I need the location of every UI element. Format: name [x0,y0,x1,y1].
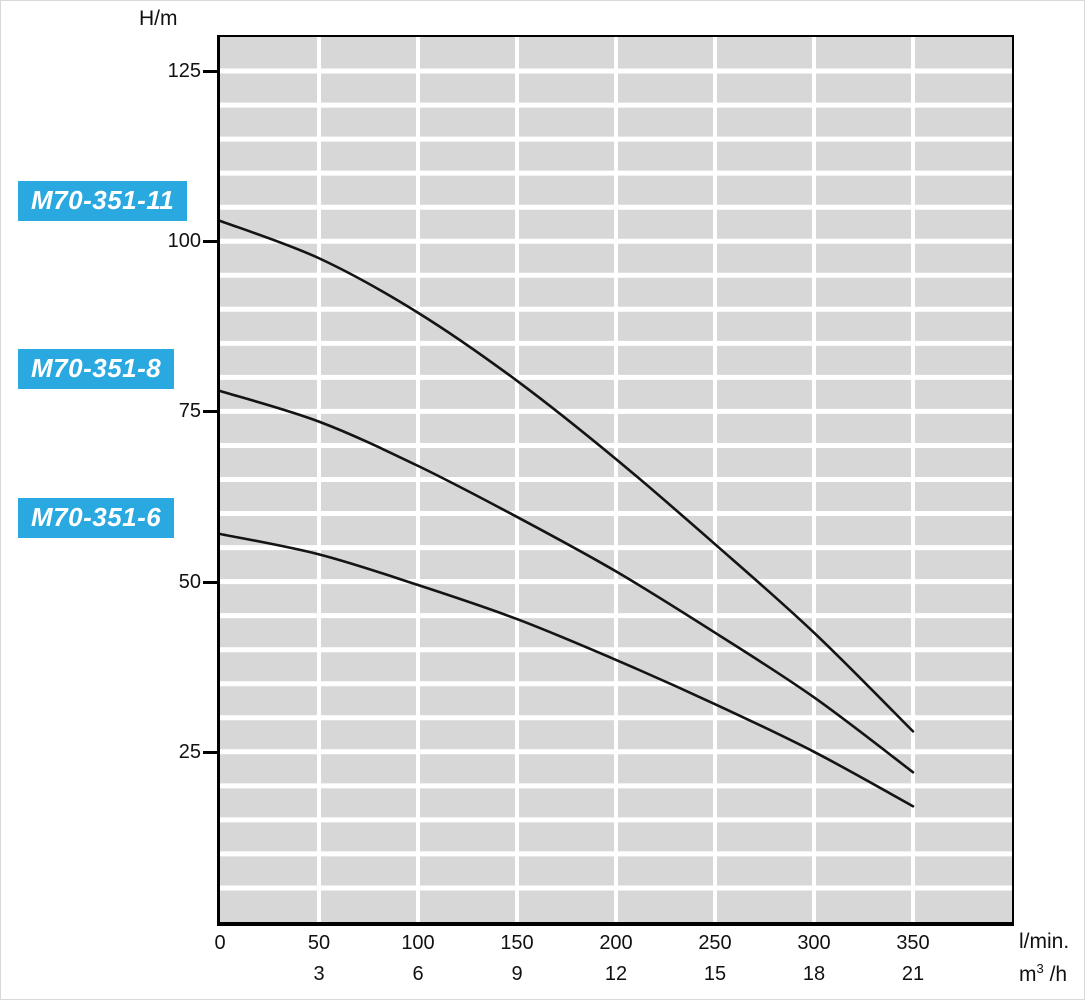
x-axis-unit-lmin: l/min. [1019,930,1070,953]
series-label-m70-351-11: M70-351-11 [18,181,188,221]
curve-m70-351-8 [220,389,915,774]
x-tick-label-lmin: 50 [307,932,331,954]
y-tick-label: 100 [167,230,201,253]
x-tick-label-lmin: 200 [599,932,633,954]
y-tick-mark [203,240,220,244]
plot-canvas [220,37,1012,922]
x-tick-label-m3h: 9 [511,963,523,985]
plot-area [217,35,1014,926]
x-tick-label-m3h: 6 [412,963,424,985]
y-tick-label: 75 [178,400,201,423]
m3h-unit-rest: /h [1043,963,1068,986]
y-tick-mark [203,750,220,754]
y-tick-mark [203,410,220,414]
x-tick-label-lmin: 150 [500,932,534,954]
x-tick-label-lmin: 100 [401,932,435,954]
x-tick-label-m3h: 18 [802,963,826,985]
m3h-unit-base: m [1019,963,1037,986]
x-tick-label-m3h: 15 [703,963,727,985]
curve-m70-351-6 [220,532,915,808]
x-tick-label-m3h: 21 [901,963,925,985]
x-tick-label-m3h: 3 [313,963,325,985]
y-tick-label: 25 [178,740,201,763]
y-tick-mark [203,70,220,74]
x-tick-label-lmin: 250 [698,932,732,954]
series-label-m70-351-8: M70-351-8 [18,349,175,389]
x-tick-label-lmin: 350 [896,932,930,954]
series-label-m70-351-6: M70-351-6 [18,498,175,538]
x-axis-unit-m3h: m3 /h [1019,961,1067,987]
x-tick-label-lmin: 300 [797,932,831,954]
x-tick-label-m3h: 12 [604,963,628,985]
y-tick-label: 125 [167,60,201,83]
y-axis-unit: H/m [139,7,178,30]
y-tick-label: 50 [178,570,201,593]
m3h-unit-sup: 3 [1036,961,1044,976]
x-tick-label-lmin: 0 [214,932,226,954]
curve-m70-351-11 [220,219,915,733]
y-tick-mark [203,580,220,584]
